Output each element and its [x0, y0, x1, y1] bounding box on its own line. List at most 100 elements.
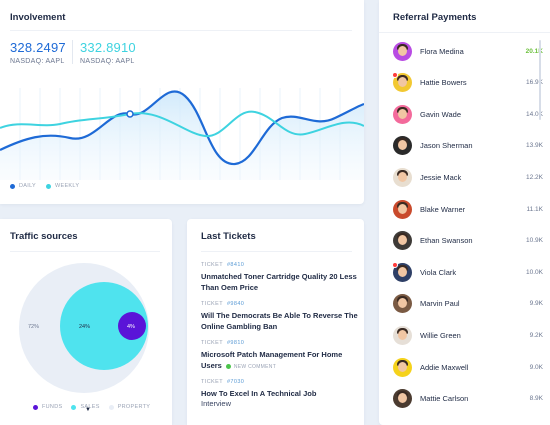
notification-dot: [392, 261, 398, 268]
referral-value: 10.0K: [526, 268, 543, 276]
stat-daily: 328.2497 NASDAQ: AAPL: [10, 40, 66, 65]
referral-value: 8.9K: [529, 395, 543, 403]
referral-name[interactable]: Jessie Mack: [420, 172, 462, 182]
stat-label: NASDAQ: AAPL: [80, 58, 135, 65]
referral-name[interactable]: Blake Warner: [420, 204, 466, 214]
stat-label: NASDAQ: AAPL: [10, 58, 65, 65]
avatar[interactable]: [393, 199, 412, 219]
avatar[interactable]: [393, 231, 412, 251]
avatar-face: [398, 393, 407, 404]
daily-line: [0, 90, 364, 166]
avatar-face: [398, 140, 407, 151]
scrollbar[interactable]: [539, 40, 541, 120]
referral-name[interactable]: Ethan Swanson: [420, 236, 473, 246]
ticket-item[interactable]: TICKET #9840 Will The Democrats Be Able …: [201, 301, 361, 332]
legend-daily: DAILY: [19, 183, 36, 189]
legend-property-dot: [108, 404, 114, 410]
avatar[interactable]: [392, 261, 412, 282]
daily-area: [0, 91, 364, 180]
avatar[interactable]: [393, 41, 412, 61]
avatar[interactable]: [393, 136, 412, 156]
referral-row[interactable]: Hattie Bowers 16.9K: [392, 72, 543, 94]
legend-property: PROPERTY: [117, 404, 151, 410]
ticket-id[interactable]: #7030: [226, 379, 245, 385]
legend-daily-dot: [10, 183, 15, 189]
referral-row[interactable]: Gavin Wade 14.0K: [393, 103, 543, 125]
ticket-header: TICKET #7030: [201, 379, 361, 385]
referral-name[interactable]: Mattie Carlson: [420, 394, 469, 404]
referral-value: 12.2K: [526, 173, 543, 181]
avatar-face: [398, 266, 407, 277]
referral-row[interactable]: Willie Green 9.2K: [393, 324, 543, 346]
weekly-line: [0, 110, 364, 138]
referral-name[interactable]: Gavin Wade: [420, 109, 461, 119]
new-comment-dot: [225, 363, 231, 369]
funds-pct: 4%: [127, 324, 135, 330]
referral-payments-card: Referral Payments Flora Medina 20.1K Hatti…: [379, 0, 550, 425]
avatar-face: [398, 361, 407, 372]
avatar-face: [398, 298, 407, 309]
avatar[interactable]: [393, 167, 412, 187]
chevron-down-icon[interactable]: ▼: [85, 407, 91, 413]
referral-name[interactable]: Marvin Paul: [420, 299, 460, 309]
avatar[interactable]: [392, 72, 412, 93]
referral-name[interactable]: Jason Sherman: [420, 141, 473, 151]
traffic-title: Traffic sources: [10, 231, 78, 242]
avatar[interactable]: [393, 294, 412, 314]
ticket-title[interactable]: Will The Democrats Be Able To Reverse Th…: [201, 311, 358, 331]
referral-name[interactable]: Willie Green: [420, 330, 461, 340]
divider: [201, 251, 352, 252]
involvement-card: Involvement 328.2497 NASDAQ: AAPL 332.89…: [0, 0, 364, 204]
ticket-item[interactable]: TICKET #7030 How To Excel In A Technical…: [201, 379, 361, 408]
referral-row[interactable]: Mattie Carlson 8.9K: [393, 388, 543, 410]
referral-value: 16.9K: [526, 79, 543, 87]
property-pct: 72%: [28, 324, 39, 330]
avatar-face: [398, 45, 407, 56]
avatar-face: [398, 171, 407, 182]
referral-row[interactable]: Addie Maxwell 9.0K: [393, 356, 543, 378]
sales-pct: 24%: [79, 324, 90, 330]
referral-row[interactable]: Jessie Mack 12.2K: [393, 166, 543, 188]
ticket-title[interactable]: How To Excel In A Technical Job: [201, 389, 317, 398]
referral-row[interactable]: Blake Warner 11.1K: [393, 198, 543, 220]
referral-value: 14.0K: [526, 110, 543, 118]
legend-weekly: WEEKLY: [55, 183, 80, 189]
ticket-id[interactable]: #9840: [226, 301, 245, 307]
referral-row[interactable]: Flora Medina 20.1K: [393, 40, 543, 62]
ticket-subtitle: Interview: [201, 399, 232, 408]
referral-row[interactable]: Marvin Paul 9.9K: [393, 293, 543, 315]
funds-circle: [118, 312, 146, 340]
stat-divider: [72, 40, 73, 64]
referral-name[interactable]: Addie Maxwell: [420, 362, 469, 372]
ticket-prefix: TICKET: [201, 262, 223, 268]
involvement-chart[interactable]: [0, 68, 364, 180]
avatar[interactable]: [393, 357, 412, 377]
ticket-item[interactable]: TICKET #9810 Microsoft Patch Management …: [201, 340, 361, 373]
notification-dot: [392, 72, 398, 79]
traffic-sources-card: Traffic sources 72% 24% 4%: [0, 219, 172, 425]
ticket-title[interactable]: Unmatched Toner Cartridge Quality 20 Les…: [201, 272, 357, 292]
referral-name[interactable]: Viola Clark: [420, 267, 457, 277]
referral-row[interactable]: Viola Clark 10.0K: [392, 261, 543, 283]
ticket-title[interactable]: Microsoft Patch Management For Home User…: [201, 349, 361, 373]
ticket-header: TICKET #9840: [201, 301, 361, 307]
ticket-id[interactable]: #8410: [226, 262, 245, 268]
avatar[interactable]: [393, 325, 412, 345]
ticket-item[interactable]: TICKET #8410 Unmatched Toner Cartridge Q…: [201, 262, 361, 293]
referral-name[interactable]: Flora Medina: [420, 46, 464, 56]
divider: [10, 251, 160, 252]
avatar-face: [398, 77, 407, 88]
referral-value: 9.2K: [529, 331, 543, 339]
avatar[interactable]: [393, 389, 412, 409]
referral-row[interactable]: Jason Sherman 13.9K: [393, 135, 543, 157]
stat-value: 332.8910: [80, 40, 136, 55]
legend-funds-dot: [33, 404, 38, 410]
referral-name[interactable]: Hattie Bowers: [420, 78, 467, 88]
referral-row[interactable]: Ethan Swanson 10.9K: [393, 230, 543, 252]
avatar-face: [398, 329, 407, 340]
traffic-chart[interactable]: 72% 24% 4%: [0, 219, 172, 425]
divider: [379, 32, 550, 33]
last-tickets-card: Last Tickets TICKET #8410 Unmatched Tone…: [187, 219, 364, 425]
ticket-id[interactable]: #9810: [226, 340, 245, 346]
avatar[interactable]: [393, 104, 412, 124]
